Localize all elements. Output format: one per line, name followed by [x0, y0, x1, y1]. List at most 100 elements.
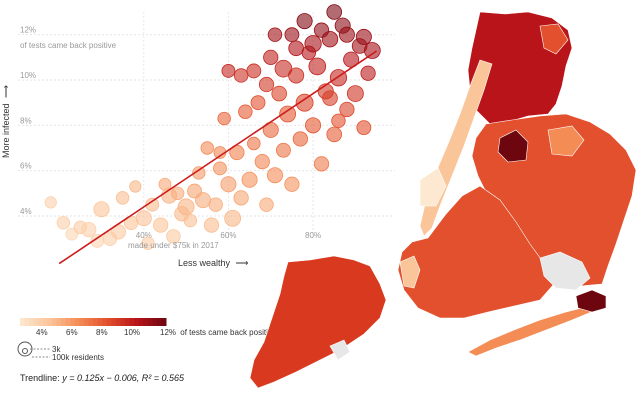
x-tick-label: 60% [220, 231, 236, 240]
legend-label-8: 8% [96, 328, 108, 337]
scatter-point [284, 176, 300, 192]
color-legend-bar [20, 318, 167, 326]
scatter-point [241, 171, 258, 188]
legend-swatch [129, 318, 135, 326]
scatter-point [220, 176, 237, 193]
scatter-point [292, 131, 308, 147]
legend-swatch [24, 318, 30, 326]
trendline-equation: y = 0.125x − 0.006, R² = 0.565 [62, 373, 185, 383]
scatter-point [81, 222, 97, 238]
map-brooklyn [397, 185, 555, 319]
scatter-point [250, 95, 266, 111]
scatter-point [224, 209, 242, 227]
map-brooklyn-south [399, 255, 421, 289]
scatter-point [279, 105, 297, 123]
scatter-point [271, 85, 288, 102]
legend-label-10: 10% [124, 328, 140, 337]
legend-label-4: 4% [36, 328, 48, 337]
x-tick-label: 40% [136, 231, 152, 240]
scatter-point [153, 217, 169, 233]
scatter-point [217, 111, 231, 126]
legend-swatch [111, 318, 117, 326]
scatter-point [331, 113, 346, 129]
y-tick-label: 12% [20, 26, 36, 35]
scatter-points [44, 4, 381, 250]
map-light-neighborhood [419, 167, 447, 207]
map-bronx-northwest [539, 23, 569, 55]
legend-swatch [93, 318, 99, 326]
y-axis-arrow: ⟶ [1, 85, 11, 98]
scatter-point [200, 141, 214, 155]
scatter-point [129, 180, 142, 193]
scatter-point [322, 90, 338, 106]
legend-swatch [29, 318, 35, 326]
scatter-point [203, 217, 220, 233]
legend-swatch [106, 318, 112, 326]
legend-suffix: of tests came back positive [180, 328, 277, 337]
legend-swatch [152, 318, 158, 326]
scatter-point [338, 26, 355, 43]
scatter-point [355, 28, 372, 45]
size-legend: 3k 100k residents [17, 341, 104, 362]
scatter-point [274, 59, 293, 78]
scatter-point [238, 104, 253, 119]
legend-swatch [56, 318, 62, 326]
legend-swatch [102, 318, 108, 326]
legend-swatch [97, 318, 103, 326]
map-darkest-neighborhood [497, 129, 529, 163]
map-rockaway-peninsula [467, 305, 597, 357]
legend-label-12-value: 12% [160, 328, 176, 337]
scatter-point [208, 197, 223, 212]
scatter-point [266, 167, 283, 184]
y-tick-label: 8% [20, 116, 32, 125]
x-axis-arrow: ⟶ [236, 258, 249, 268]
scatter-point [93, 201, 110, 218]
legend-swatch [143, 318, 149, 326]
scatter-point [141, 236, 155, 250]
scatter-point [135, 210, 152, 227]
x-axis-label: Less wealthy ⟶ [178, 258, 249, 268]
legend-swatch [83, 318, 89, 326]
scatter-point [247, 136, 261, 151]
size-legend-small-circle [22, 348, 28, 354]
scatter-point [296, 13, 313, 30]
scatter-point [346, 85, 364, 102]
y-tick-label: 10% [20, 71, 36, 80]
scatter-point [313, 156, 330, 172]
scatter-point [115, 191, 130, 205]
legend-swatch [33, 318, 39, 326]
tick-labels: 4% 6% 8% 10% 12% 40% 60% 80% [20, 26, 321, 240]
scatter-point [276, 142, 291, 158]
legend-swatch [65, 318, 71, 326]
scatter-point [360, 65, 376, 81]
scatter-point [192, 166, 206, 180]
scatter-point [308, 57, 327, 76]
scatter-point [233, 190, 249, 206]
legend-swatch [38, 318, 44, 326]
legend-swatch [47, 318, 53, 326]
legend-swatch [138, 318, 144, 326]
scatter-point [213, 161, 227, 176]
scatter-point [246, 63, 262, 79]
scatter-point [44, 196, 57, 209]
legend-swatch [156, 318, 162, 326]
legend-swatch [161, 318, 167, 326]
legend-label-6: 6% [66, 328, 78, 337]
scatter-point [284, 27, 300, 43]
legend-swatch [124, 318, 130, 326]
scatter-point [177, 198, 195, 216]
scatter-point [170, 186, 185, 201]
scatter-point [258, 76, 275, 93]
scatter-point [288, 40, 304, 57]
trendline-caption: Trendline: y = 0.125x − 0.006, R² = 0.56… [20, 373, 184, 383]
x-axis-label-text: Less wealthy [178, 258, 231, 268]
map-queens-north [547, 125, 585, 157]
y-tick-label: 4% [20, 207, 32, 216]
legend-swatch [51, 318, 57, 326]
y-axis-label: More infected ⟶ [1, 85, 11, 158]
scatter-point [263, 49, 279, 65]
scatter-point [339, 101, 355, 118]
legend-swatch [88, 318, 94, 326]
legend-swatch [20, 318, 26, 326]
